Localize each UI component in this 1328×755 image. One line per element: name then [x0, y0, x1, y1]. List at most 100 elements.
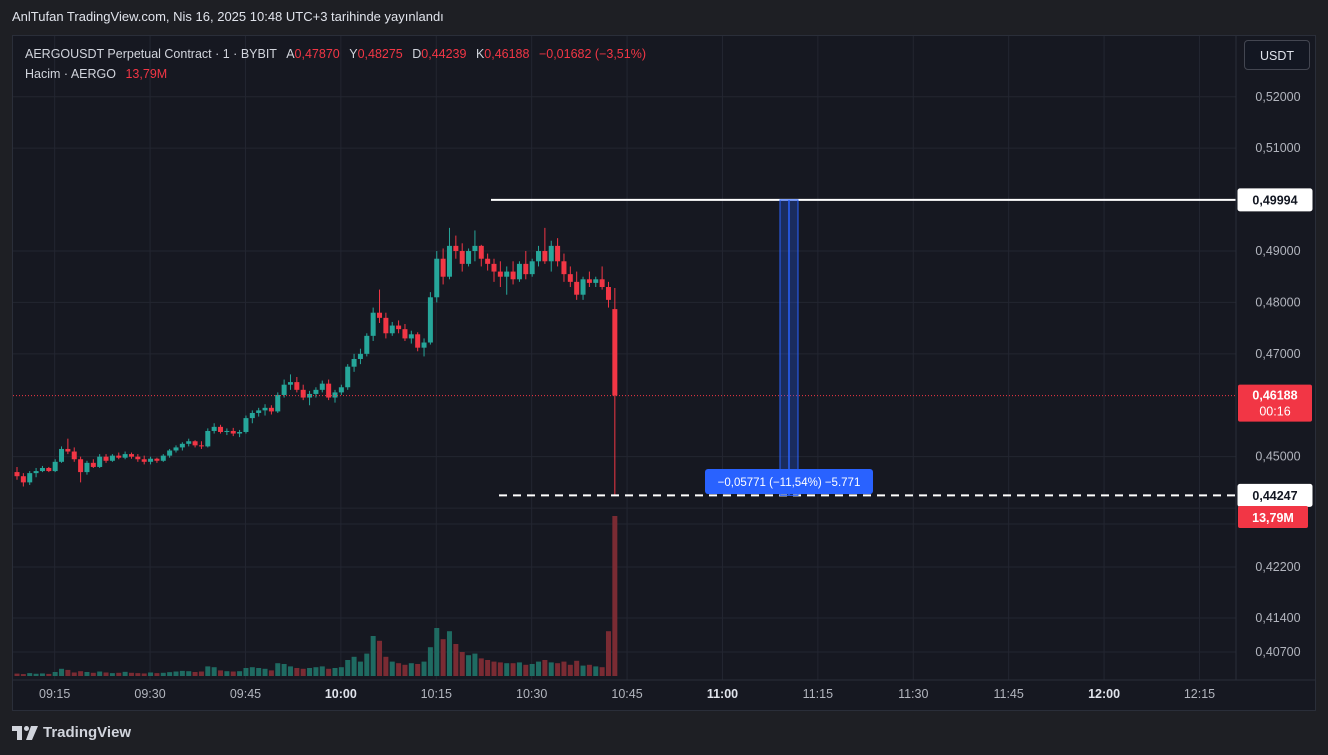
volume-bar [141, 673, 147, 676]
candle-body [472, 245, 478, 252]
volume-bar [427, 647, 433, 676]
measure-low-badge: 0,44247 [1252, 489, 1297, 503]
legend-open: 0,47870 [294, 47, 340, 61]
candle-body [415, 334, 421, 348]
volume-bar [434, 628, 440, 676]
overlay: −0,05771 (−11,54%) −5.771 [13, 198, 1236, 497]
volume-bar [46, 673, 52, 676]
volume-bar [109, 673, 115, 676]
legend-low-key: D [412, 47, 422, 61]
volume-bar [529, 664, 535, 676]
candle-body [466, 251, 472, 264]
candle-body [256, 410, 262, 413]
time-tick-label: 10:15 [421, 687, 452, 701]
volume-bar [27, 673, 33, 676]
candle-body [109, 455, 115, 461]
candle-body [243, 418, 249, 432]
volume-bar [357, 661, 363, 676]
candle-body [230, 430, 236, 434]
volume-bar [300, 668, 306, 676]
candle-body [364, 335, 370, 354]
candle-body [287, 382, 293, 385]
candle-body [319, 383, 325, 390]
candle-body [173, 447, 179, 451]
candle-body [548, 245, 554, 262]
volume-bar [605, 631, 611, 676]
candle-body [593, 279, 599, 283]
volume-bar [396, 663, 402, 676]
brand-name: TradingView [43, 724, 132, 741]
legend-close-key: K [475, 47, 485, 61]
candle-body [345, 366, 351, 388]
candle-body [377, 312, 383, 318]
published-line: AnlTufan TradingView.com, Nis 16, 2025 1… [12, 9, 444, 24]
volume-bar [65, 669, 71, 676]
price-tick-label: 0,47000 [1255, 347, 1300, 361]
volume-bar [268, 670, 274, 676]
chart-panel[interactable]: −0,05771 (−11,54%) −5.771 0,52000 0,51000… [12, 35, 1316, 711]
volume-bar [542, 660, 548, 676]
currency-button[interactable]: USDT [1244, 40, 1310, 70]
volume-bar [332, 668, 338, 676]
volume-bar [230, 671, 236, 676]
candle-body [59, 448, 65, 462]
candle-body [46, 467, 52, 472]
candle-body [27, 473, 33, 483]
volume-bar [504, 663, 510, 676]
candle-body [218, 426, 224, 432]
candlestick-chart[interactable]: −0,05771 (−11,54%) −5.771 0,52000 0,51000… [13, 36, 1315, 710]
volume-label: Hacim · AERGO [25, 67, 116, 81]
legend-close: 0,46188 [484, 47, 530, 61]
volume-bar [421, 661, 427, 676]
volume-bar [167, 672, 173, 676]
candle-body [421, 342, 427, 348]
volume-bar [205, 666, 211, 676]
candle-body [14, 472, 20, 477]
volume-bar [485, 660, 491, 676]
candle-body [529, 261, 535, 275]
candle-body [491, 263, 497, 272]
volume-bar [313, 667, 319, 676]
volume-bar [555, 663, 561, 676]
volume-bar [59, 668, 65, 676]
time-tick-label: 09:45 [230, 687, 261, 701]
brand[interactable]: TradingView [12, 724, 131, 741]
volume-bar [173, 671, 179, 676]
time-tick-label: 09:15 [39, 687, 70, 701]
candle-body [313, 389, 319, 394]
volume-bar [491, 661, 497, 676]
candle-body [383, 317, 389, 334]
volume-bar [135, 673, 141, 676]
current-price-badge: 0,46188 [1252, 389, 1297, 403]
candle-body [52, 461, 58, 472]
volume-bar [39, 673, 45, 676]
volume-bar [249, 667, 255, 676]
legend-ohlc: AERGOUSDT Perpetual Contract · 1 · BYBIT… [25, 47, 646, 61]
candle-body [555, 245, 561, 262]
volume-bar [510, 663, 516, 676]
volume-bar [453, 644, 459, 676]
candle-body [33, 471, 39, 474]
volume-bar [128, 672, 134, 676]
volume-bar [294, 668, 300, 676]
candle-body [160, 455, 166, 461]
volume-bar [90, 672, 96, 676]
volume-bar [52, 672, 58, 676]
volume-bar [415, 664, 421, 676]
candle-body [84, 462, 90, 473]
volume-bar [14, 673, 20, 676]
candle-body [459, 251, 465, 264]
volume-bar [580, 665, 586, 676]
volume-bar [561, 661, 567, 676]
volume-bar [593, 666, 599, 676]
volume-bar [536, 661, 542, 676]
time-tick-label: 11:00 [707, 687, 738, 701]
measure-label: −0,05771 (−11,54%) −5.771 [718, 477, 861, 489]
volume-bar [186, 671, 192, 676]
time-tick-label: 11:15 [803, 687, 833, 701]
candle-body [154, 458, 160, 461]
candle-body [523, 263, 529, 275]
time-tick-label: 10:30 [516, 687, 547, 701]
volume-bar [548, 662, 554, 676]
candle-body [586, 279, 592, 283]
